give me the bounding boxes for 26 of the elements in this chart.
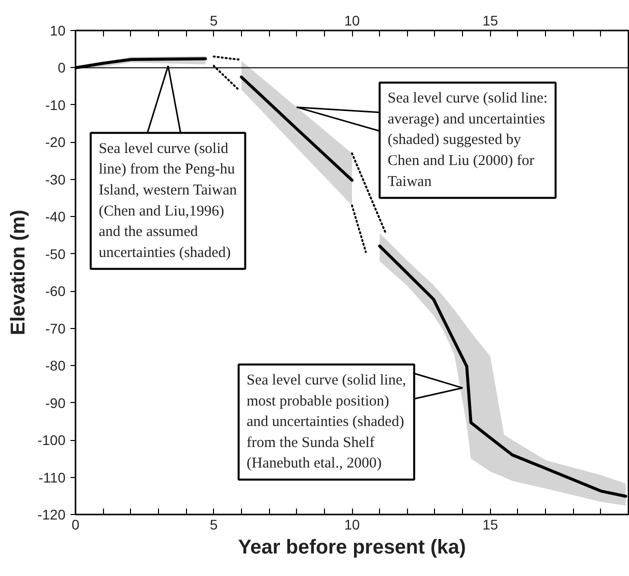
y-tick-label: -50 bbox=[45, 246, 66, 262]
y-tick-label: 10 bbox=[50, 22, 66, 38]
y-tick-label: 0 bbox=[58, 60, 66, 76]
y-tick-label: -20 bbox=[45, 134, 66, 150]
x-tick-label: 0 bbox=[72, 516, 80, 532]
x-tick-label: 15 bbox=[482, 516, 498, 532]
y-tick-label: -80 bbox=[45, 358, 66, 374]
x-tick-label: 10 bbox=[344, 516, 360, 532]
y-tick-label: -40 bbox=[45, 208, 66, 225]
y-tick-label: -10 bbox=[45, 96, 66, 113]
x-axis-title: Year before present (ka) bbox=[238, 536, 466, 558]
annotation: Sea level curve (solid line, most probable position) and uncertainties (shaded) from the Sunda Shelf (Hanebuth etal., 2000) bbox=[246, 372, 406, 472]
x2-tick-label: 10 bbox=[344, 12, 360, 28]
y-tick-label: -110 bbox=[38, 469, 66, 486]
x2-tick-label: 5 bbox=[210, 12, 218, 28]
annotation: Sea level curve (solid line: average) and uncertainties (shaded) suggested by Chen and Liu (2000) for Taiwan bbox=[388, 90, 548, 190]
y-tick-label: -70 bbox=[45, 320, 66, 336]
y-tick-label: -60 bbox=[45, 283, 66, 300]
x-tick-label: 5 bbox=[210, 516, 218, 532]
y-tick-label: -100 bbox=[37, 432, 66, 448]
y-tick-label: -90 bbox=[45, 394, 66, 411]
x2-tick-label: 15 bbox=[482, 12, 498, 28]
y-tick-label: -30 bbox=[45, 171, 66, 188]
y-axis-title: Elevation (m) bbox=[7, 210, 30, 336]
y-tick-label: -120 bbox=[37, 506, 66, 522]
annotation: Sea level curve (solid line) from the Peng-hu Island, western Taiwan (Chen and Liu,1996) and the assumed uncertainties (shaded) bbox=[98, 140, 238, 261]
